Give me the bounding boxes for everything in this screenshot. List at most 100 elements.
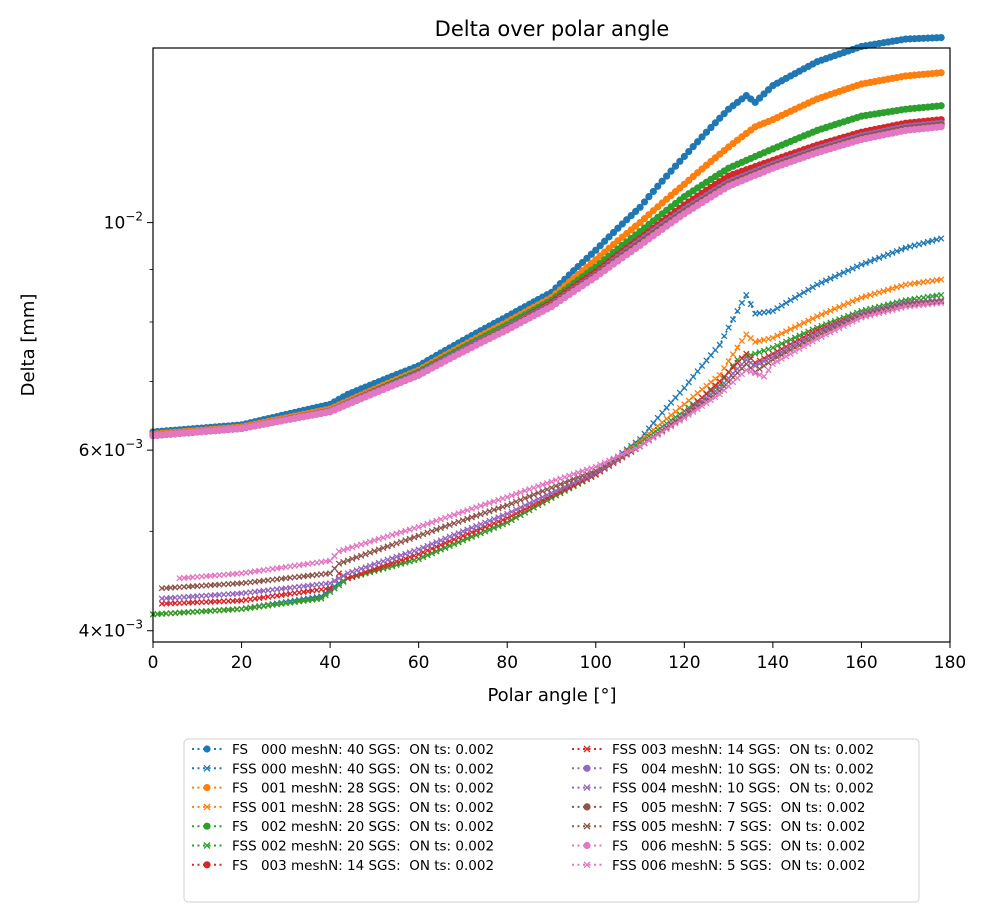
data-point — [862, 259, 870, 267]
data-point — [743, 291, 750, 299]
series-line — [152, 104, 942, 437]
data-point — [366, 562, 374, 569]
data-point — [680, 152, 688, 161]
series-line — [152, 122, 942, 437]
legend-item: FS 006 meshN: 5 SGS: ON ts: 0.002 — [572, 839, 865, 855]
data-point — [898, 304, 905, 311]
data-point — [504, 493, 511, 501]
data-point — [853, 316, 861, 323]
data-point — [747, 359, 754, 366]
data-point — [610, 455, 617, 462]
data-point — [521, 495, 529, 502]
data-point — [583, 803, 591, 811]
data-point — [738, 337, 746, 345]
data-point — [671, 162, 680, 170]
data-point — [924, 238, 932, 246]
data-point — [769, 334, 777, 342]
data-point — [437, 541, 444, 549]
data-point — [937, 276, 945, 283]
data-point — [393, 558, 400, 565]
data-point — [858, 261, 865, 268]
data-point — [495, 514, 502, 521]
data-point — [933, 236, 940, 243]
y-tick-label: 6×10−3 — [79, 437, 143, 461]
data-point — [614, 224, 622, 232]
data-point — [822, 331, 830, 338]
data-point — [203, 764, 211, 772]
data-point — [765, 367, 772, 374]
data-point — [424, 542, 431, 549]
data-point — [685, 147, 693, 156]
data-point — [756, 337, 763, 345]
data-point — [508, 492, 515, 499]
data-point — [716, 378, 723, 385]
data-point — [380, 562, 387, 570]
series-line — [161, 299, 942, 605]
data-point — [800, 343, 808, 350]
data-point — [512, 506, 520, 513]
data-point — [455, 538, 462, 546]
data-point — [419, 549, 427, 556]
data-point — [791, 294, 799, 301]
data-point — [388, 555, 396, 562]
data-point — [707, 396, 715, 404]
data-point — [203, 784, 211, 792]
data-point — [371, 547, 378, 555]
data-point — [459, 517, 467, 524]
data-point — [402, 527, 409, 535]
data-point — [649, 187, 657, 196]
data-point — [419, 531, 427, 538]
data-point — [455, 529, 462, 537]
data-point — [415, 532, 422, 539]
data-point — [898, 246, 905, 253]
data-point — [326, 570, 334, 577]
data-point — [889, 285, 896, 292]
data-point — [702, 128, 711, 136]
data-point — [707, 352, 715, 359]
data-point — [326, 557, 334, 564]
data-point — [893, 305, 901, 312]
legend-item: FSS 005 meshN: 7 SGS: ON ts: 0.002 — [572, 819, 865, 835]
data-point — [698, 133, 706, 141]
data-point — [902, 244, 909, 251]
data-point — [893, 284, 901, 291]
data-point — [442, 523, 449, 530]
data-point — [402, 550, 409, 558]
data-point — [725, 357, 732, 365]
data-point — [725, 368, 732, 376]
data-point — [814, 313, 821, 320]
data-point — [765, 335, 772, 343]
data-point — [508, 508, 515, 515]
data-point — [937, 123, 945, 131]
legend-label: FS 006 meshN: 5 SGS: ON ts: 0.002 — [612, 839, 865, 855]
data-point — [703, 399, 710, 407]
legend-item: FSS 004 meshN: 10 SGS: ON ts: 0.002 — [572, 781, 874, 797]
data-point — [428, 519, 436, 526]
data-point — [397, 529, 405, 536]
data-point — [495, 496, 502, 504]
data-point — [521, 502, 529, 509]
data-point — [366, 538, 374, 545]
data-point — [486, 517, 493, 524]
data-point — [574, 469, 582, 476]
data-point — [818, 333, 825, 340]
legend-item: FS 002 meshN: 20 SGS: ON ts: 0.002 — [192, 819, 494, 835]
data-point — [721, 373, 728, 380]
data-point — [827, 329, 834, 336]
data-point — [362, 539, 369, 547]
legend-label: FSS 004 meshN: 10 SGS: ON ts: 0.002 — [612, 781, 874, 797]
data-point — [853, 263, 861, 270]
data-point — [663, 425, 670, 433]
data-point — [442, 544, 449, 551]
data-point — [331, 565, 338, 572]
x-tick-label: 80 — [496, 653, 518, 673]
data-point — [446, 542, 453, 549]
data-point — [867, 291, 874, 299]
data-point — [752, 338, 759, 346]
legend-label: FSS 000 meshN: 40 SGS: ON ts: 0.002 — [232, 761, 494, 777]
data-point — [371, 561, 378, 568]
data-point — [552, 476, 560, 484]
data-point — [716, 371, 723, 379]
x-tick-label: 140 — [757, 653, 789, 673]
